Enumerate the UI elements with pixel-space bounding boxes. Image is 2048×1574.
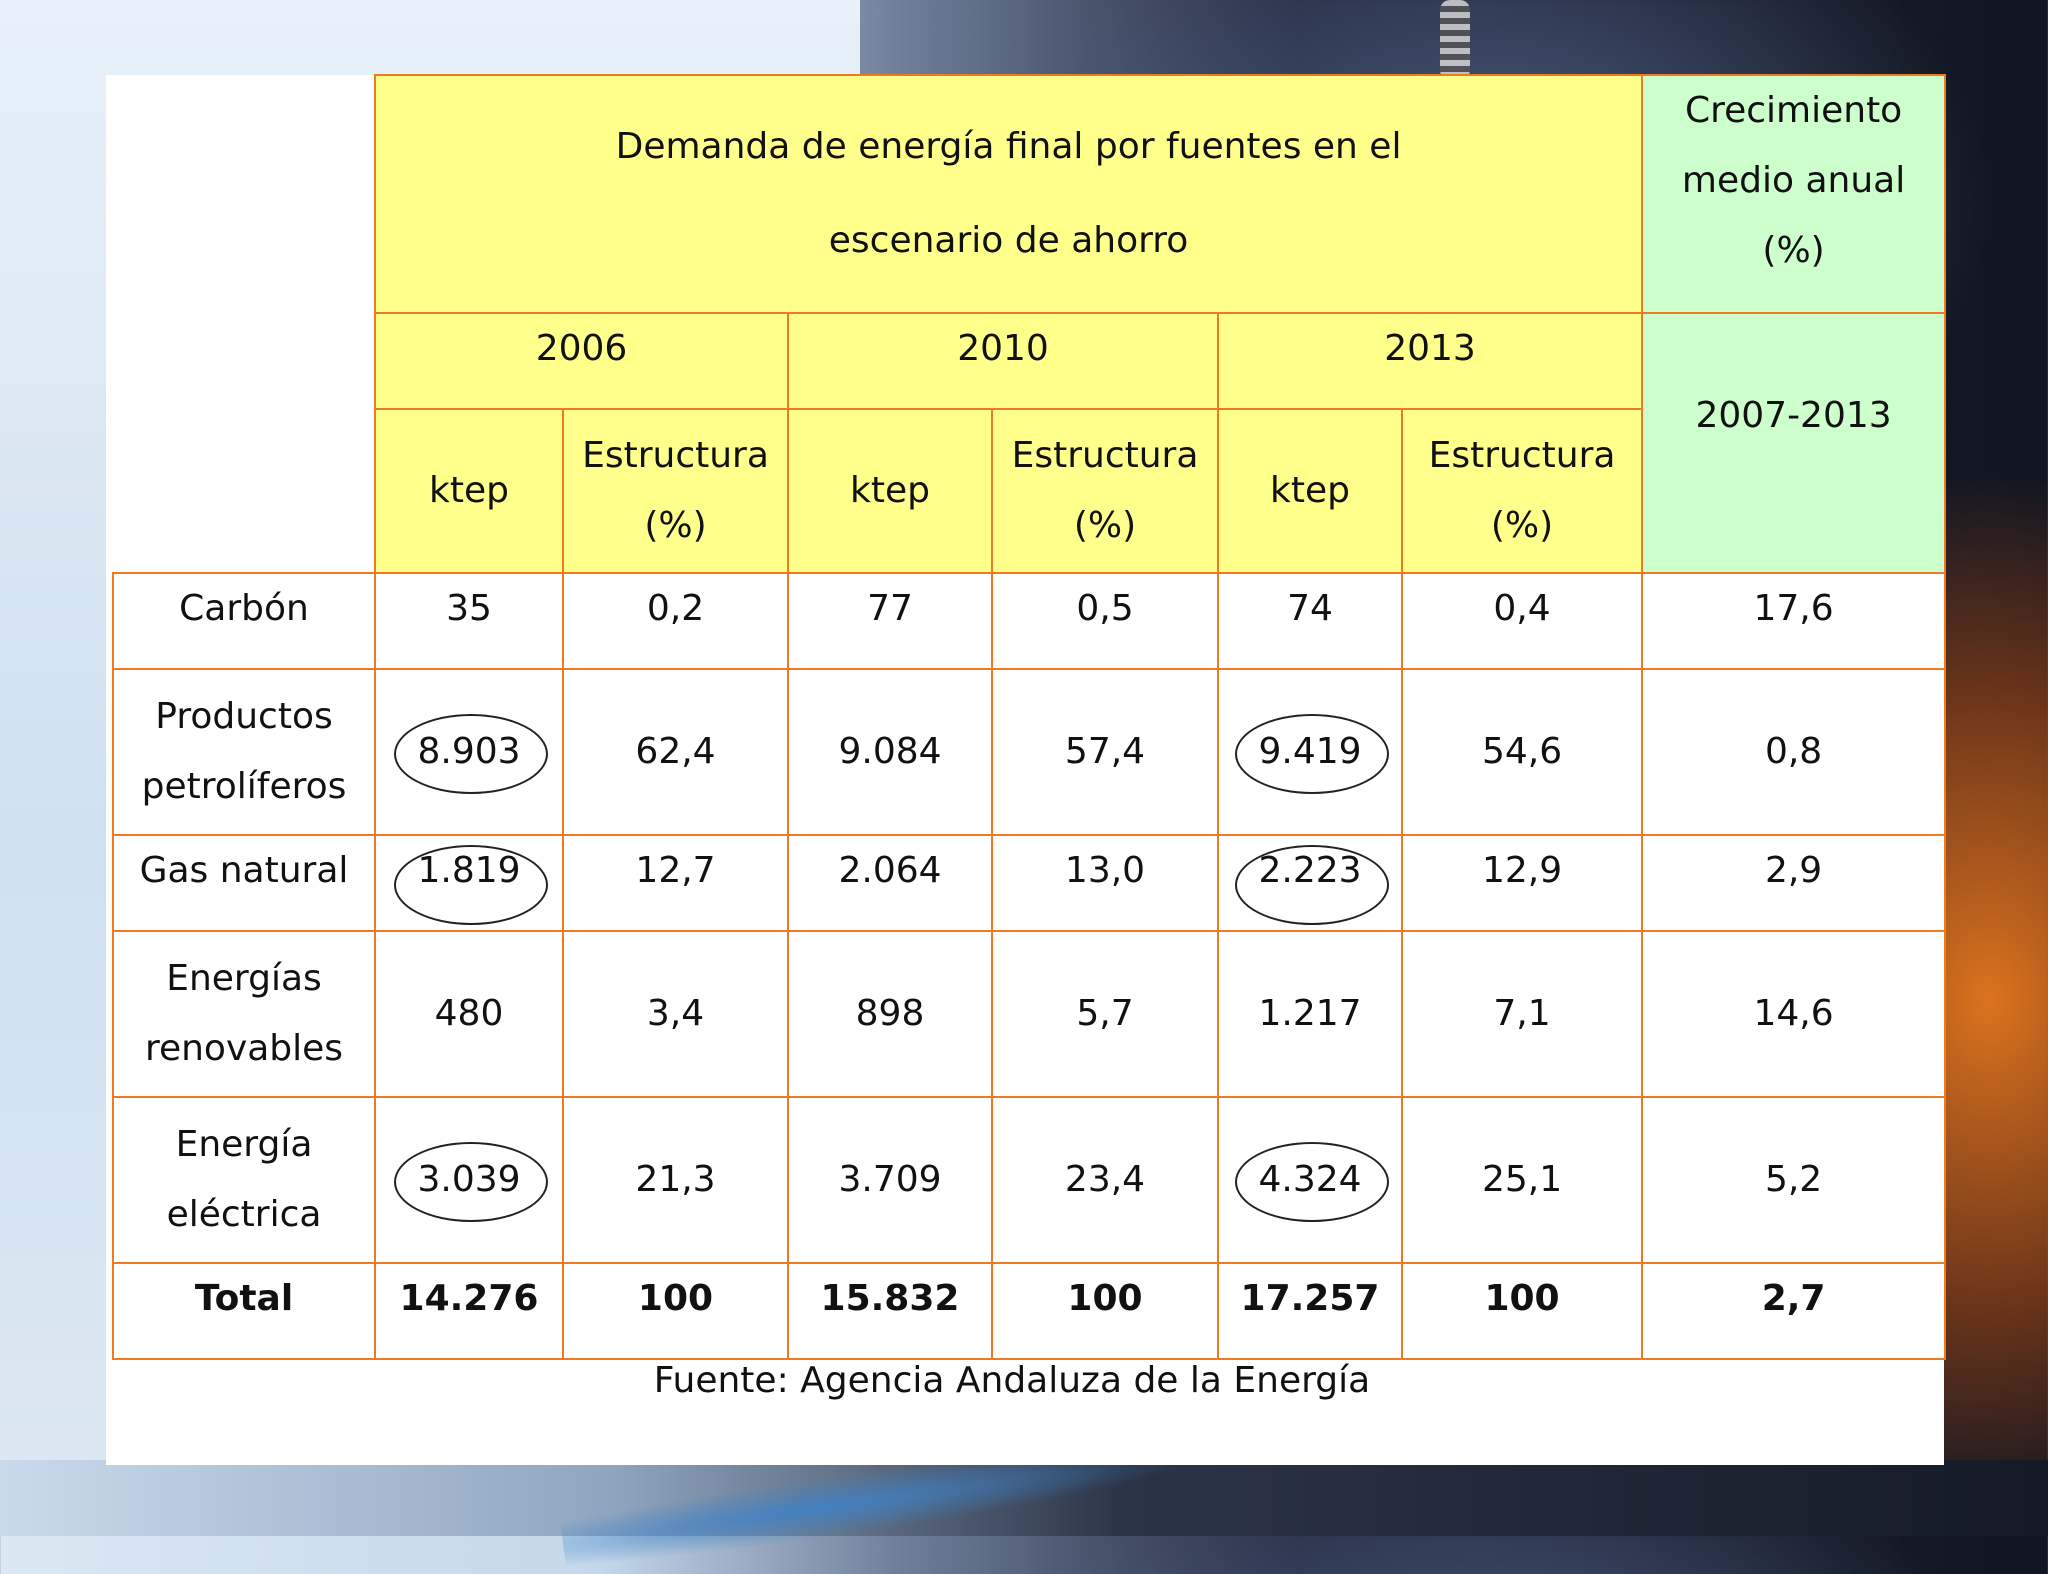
cell-total-estructura-2010: 100 [991, 1262, 1219, 1360]
highlight-circle [394, 714, 548, 794]
cell-carbon-ktep-2013: 74 [1217, 572, 1403, 670]
cell-energia-electrica-ktep-2013: 4.324 [1217, 1096, 1403, 1264]
cell-energias-renovables-ktep-2010: 898 [787, 930, 993, 1098]
unit-ktep-2006: ktep [374, 408, 564, 574]
header-row-title: Demanda de energía final por fuentes en … [113, 74, 1947, 574]
unit-ktep-2010: ktep [787, 408, 993, 574]
estructura-label-line-1: Estructura [1428, 435, 1616, 476]
estructura-label-line-2: (%) [1073, 505, 1137, 546]
cell-gas-natural-crecimiento: 2,9 [1641, 834, 1947, 932]
row-label-energia-electrica: Energía eléctrica [112, 1096, 376, 1264]
cell-energias-renovables-ktep-2013: 1.217 [1217, 930, 1403, 1098]
cell-carbon-estructura-2006: 0,2 [562, 572, 789, 670]
cell-gas-natural-ktep-2010: 2.064 [787, 834, 993, 932]
unit-estructura-2010: Estructura (%) [991, 408, 1219, 574]
header-row-years: 2006 2010 2013 2007-2013 [113, 312, 1947, 574]
table-row-energias-renovables: Energías renovables 480 3,4 898 5,7 1.217 7,1 14… [112, 930, 1947, 1098]
table-row-productos-petroliferos: Productos petrolíferos 8.903 62,4 9.084 57,4 9… [112, 668, 1947, 836]
cell-energia-electrica-crecimiento: 5,2 [1641, 1096, 1947, 1264]
cell-productos-petroliferos-estructura-2010: 57,4 [991, 668, 1219, 836]
cell-gas-natural-ktep-2006: 1.819 [374, 834, 564, 932]
energy-demand-table: Demanda de energía final por fuentes en … [112, 74, 1947, 1360]
cell-energias-renovables-estructura-2013: 7,1 [1400, 930, 1644, 1098]
cell-gas-natural-estructura-2006: 12,7 [562, 834, 789, 932]
table-row-carbon: Carbón 35 0,2 77 0,5 74 0,4 17,6 [112, 572, 1947, 670]
row-label-line: Energía [175, 1124, 313, 1165]
table-source-note: Fuente: Agencia Andaluza de la Energía [653, 1360, 1371, 1401]
cell-productos-petroliferos-ktep-2013: 9.419 [1217, 668, 1403, 836]
table-row-total: Total 14.276 100 15.832 100 17.257 100 2,7 [112, 1262, 1947, 1360]
cell-carbon-estructura-2010: 0,5 [991, 572, 1219, 670]
row-label-line: Productos [155, 696, 333, 737]
growth-header-line-3: (%) [1762, 230, 1825, 271]
table-row-energia-electrica: Energía eléctrica 3.039 21,3 3.709 23,4 4.324 2… [112, 1096, 1947, 1264]
cell-carbon-ktep-2010: 77 [787, 572, 993, 670]
row-label-energias-renovables: Energías renovables [112, 930, 376, 1098]
row-label-total: Total [112, 1262, 376, 1360]
table-title-line-2: escenario de ahorro [828, 220, 1189, 261]
cell-gas-natural-ktep-2013: 2.223 [1217, 834, 1403, 932]
highlight-circle [1235, 714, 1389, 794]
growth-period-cell: 2007-2013 [1641, 312, 1947, 574]
cell-energia-electrica-estructura-2006: 21,3 [562, 1096, 789, 1264]
estructura-label-line-1: Estructura [582, 435, 769, 476]
highlight-circle [1235, 1142, 1389, 1222]
cell-energia-electrica-estructura-2013: 25,1 [1400, 1096, 1644, 1264]
cell-total-ktep-2006: 14.276 [374, 1262, 564, 1360]
cell-energias-renovables-estructura-2006: 3,4 [562, 930, 789, 1098]
estructura-label-line-2: (%) [1490, 505, 1554, 546]
cell-total-ktep-2013: 17.257 [1217, 1262, 1403, 1360]
row-label-line: petrolíferos [141, 766, 347, 807]
cell-carbon-ktep-2006: 35 [374, 572, 564, 670]
highlight-circle [394, 1142, 548, 1222]
growth-header-line-2: medio anual [1681, 160, 1906, 201]
growth-period-label: 2007-2013 [1695, 395, 1892, 436]
cell-energia-electrica-ktep-2010: 3.709 [787, 1096, 993, 1264]
cell-carbon-estructura-2013: 0,4 [1400, 572, 1644, 670]
table-title-line-1: Demanda de energía final por fuentes en … [615, 126, 1402, 167]
cell-productos-petroliferos-ktep-2010: 9.084 [787, 668, 993, 836]
cell-energias-renovables-crecimiento: 14,6 [1641, 930, 1947, 1098]
row-label-line: Energías [166, 958, 322, 999]
cell-total-estructura-2013: 100 [1400, 1262, 1644, 1360]
row-label-line: Carbón [179, 588, 309, 629]
cell-gas-natural-estructura-2010: 13,0 [991, 834, 1219, 932]
cell-total-estructura-2006: 100 [562, 1262, 789, 1360]
cell-energia-electrica-ktep-2006: 3.039 [374, 1096, 564, 1264]
cell-total-crecimiento: 2,7 [1641, 1262, 1947, 1360]
estructura-label-line-2: (%) [644, 505, 707, 546]
cell-productos-petroliferos-ktep-2006: 8.903 [374, 668, 564, 836]
row-label-line: eléctrica [166, 1194, 322, 1235]
growth-header-line-1: Crecimiento [1684, 90, 1903, 131]
year-header-2010: 2010 [787, 312, 1219, 410]
year-header-2006: 2006 [374, 312, 789, 410]
cell-productos-petroliferos-estructura-2006: 62,4 [562, 668, 789, 836]
row-label-carbon: Carbón [112, 572, 376, 670]
cell-productos-petroliferos-crecimiento: 0,8 [1641, 668, 1947, 836]
highlight-circle [1235, 845, 1389, 925]
cell-energias-renovables-ktep-2006: 480 [374, 930, 564, 1098]
cell-energia-electrica-estructura-2010: 23,4 [991, 1096, 1219, 1264]
row-label-line: renovables [144, 1028, 344, 1069]
highlight-circle [394, 845, 548, 925]
estructura-label-line-1: Estructura [1011, 435, 1199, 476]
year-header-2013: 2013 [1216, 312, 1644, 410]
unit-estructura-2013: Estructura (%) [1400, 408, 1644, 574]
header-blank-cell [113, 75, 376, 574]
cell-carbon-crecimiento: 17,6 [1641, 572, 1947, 670]
cell-productos-petroliferos-estructura-2013: 54,6 [1400, 668, 1644, 836]
row-label-gas-natural: Gas natural [112, 834, 376, 932]
unit-estructura-2006: Estructura (%) [562, 408, 789, 574]
cell-total-ktep-2010: 15.832 [787, 1262, 993, 1360]
table-row-gas-natural: Gas natural 1.819 12,7 2.064 13,0 2.223 12,9 2,… [112, 834, 1947, 932]
cell-energias-renovables-estructura-2010: 5,7 [991, 930, 1219, 1098]
table-title-cell: Demanda de energía final por fuentes en … [373, 74, 1644, 314]
row-label-line: Gas natural [139, 850, 349, 891]
background-decoration [1440, 0, 1470, 80]
unit-ktep-2013: ktep [1217, 408, 1403, 574]
header-row-units: ktep Estructura (%) ktep Estructura (%) … [113, 408, 1945, 574]
row-label-productos-petroliferos: Productos petrolíferos [112, 668, 376, 836]
growth-header-cell: Crecimiento medio anual (%) [1641, 74, 1947, 314]
cell-gas-natural-estructura-2013: 12,9 [1400, 834, 1644, 932]
